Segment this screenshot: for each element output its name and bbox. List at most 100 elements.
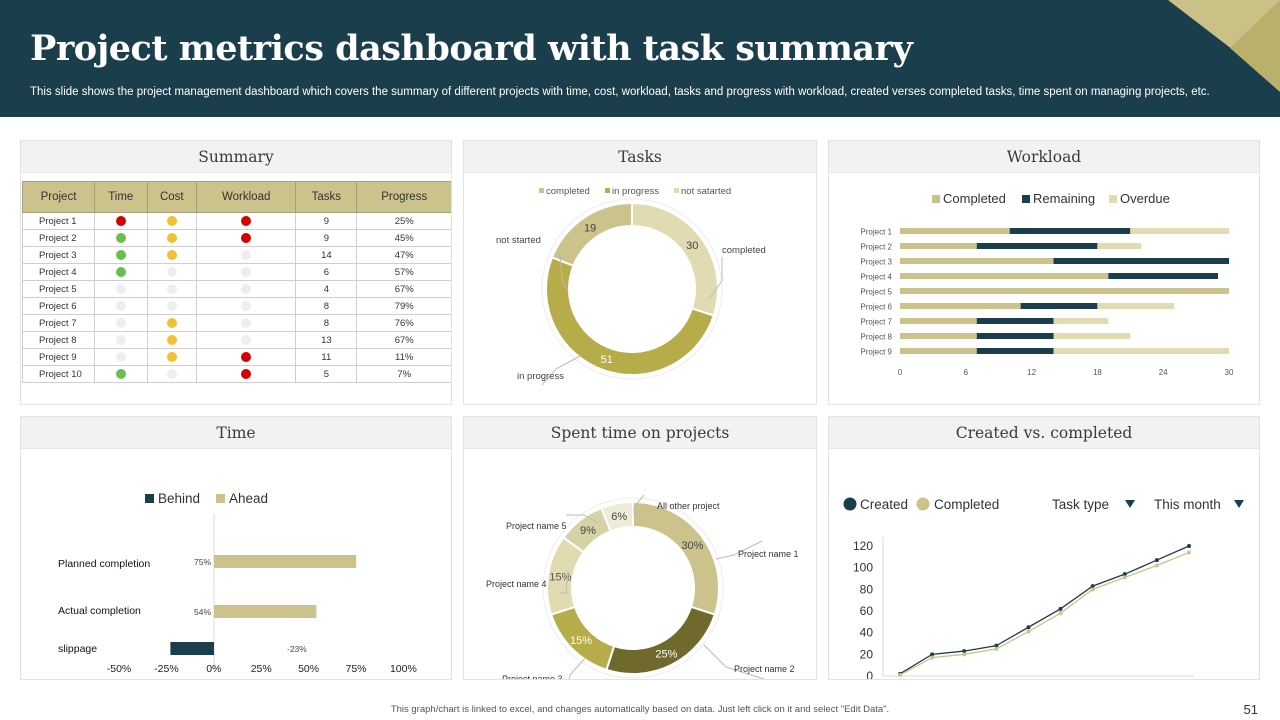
tasks-slice-completed <box>631 201 719 317</box>
time-legend-label: Behind <box>158 491 200 506</box>
created-series-point <box>1090 584 1095 589</box>
summary-panel: Summary Project Time Cost Workload Tasks Prog… <box>20 140 452 405</box>
tasks-legend-label: not satarted <box>681 186 731 197</box>
empty-status-dot-icon <box>115 351 126 362</box>
workload-status-cell <box>196 263 297 281</box>
time-status-cell <box>94 280 148 298</box>
workload-xtick-label: 18 <box>1093 368 1102 377</box>
spent-callout-label: Project name 4 <box>486 579 547 589</box>
tasks-callout-label: in progress <box>517 371 564 382</box>
created-series-point <box>1122 572 1127 577</box>
green-status-dot-icon <box>115 266 126 277</box>
spent-leader-line <box>568 656 587 679</box>
cost-status-cell <box>146 246 198 264</box>
workload-status-cell <box>196 314 297 332</box>
workload-bar-segment <box>1130 228 1229 234</box>
yellow-status-dot-icon <box>166 215 177 226</box>
time-value-label: -23% <box>287 644 307 654</box>
progress-cell: 47% <box>356 246 451 264</box>
yellow-status-dot-icon <box>166 249 177 260</box>
time-status-cell <box>94 212 148 230</box>
tasks-leader-line <box>559 252 569 292</box>
workload-bar-segment <box>1009 228 1131 234</box>
created-series-point <box>1154 563 1159 568</box>
spent-leader-line <box>566 514 599 524</box>
created-ytick-label: 0 <box>866 669 873 679</box>
workload-bar-segment <box>900 318 977 324</box>
tasks-donut-chart: completed in progress not satarted 30 51 19 co… <box>496 186 766 386</box>
tasks-legend-swatch <box>605 188 610 193</box>
tasks-cell: 13 <box>295 331 358 349</box>
yellow-status-dot-icon <box>166 351 177 362</box>
time-panel: Time Behind Ahead Planned completion 75% Act… <box>20 416 452 680</box>
workload-category-label: Project 6 <box>860 303 892 312</box>
tasks-title: Tasks <box>464 141 816 173</box>
project-name-cell: Project 6 <box>22 297 95 315</box>
tasks-callout-label: completed <box>722 245 766 256</box>
cost-status-cell <box>146 348 198 366</box>
this-month-dropdown[interactable]: This month <box>1154 497 1244 512</box>
time-xtick-label: 0% <box>206 663 221 675</box>
workload-bar-segment <box>900 273 1109 279</box>
project-name-cell: Project 2 <box>22 229 95 247</box>
spent-slice <box>632 500 720 616</box>
cost-status-cell <box>146 212 198 230</box>
project-name-cell: Project 3 <box>22 246 95 264</box>
cost-status-cell <box>146 365 198 383</box>
spent-slice <box>600 500 634 533</box>
cost-status-cell <box>146 229 198 247</box>
table-row: Project 9 11 11% <box>22 348 451 366</box>
workload-xtick-label: 12 <box>1027 368 1036 377</box>
red-status-dot-icon <box>241 215 252 226</box>
created-series-point <box>1090 587 1095 592</box>
task-type-dropdown[interactable]: Task type <box>1052 497 1135 512</box>
table-row: Project 7 8 76% <box>22 314 451 332</box>
spent-panel: Spent time on projects 30% 25% 15% 15% 9% 6% P… <box>463 416 817 680</box>
empty-status-dot-icon <box>166 283 177 294</box>
time-legend-swatch <box>145 494 154 503</box>
spent-leader-line <box>703 644 765 679</box>
created-legend-label: Completed <box>934 497 999 512</box>
tasks-legend-label: in progress <box>612 186 659 197</box>
spent-slice-value: 15% <box>570 635 592 647</box>
page-subtitle: This slide shows the project management … <box>30 86 1210 98</box>
workload-bar-segment <box>976 318 1054 324</box>
table-row: Project 5 4 67% <box>22 280 451 298</box>
spent-leader-line <box>715 540 763 560</box>
empty-status-dot-icon <box>115 300 126 311</box>
table-row: Project 4 6 57% <box>22 263 451 281</box>
tasks-cell: 9 <box>295 229 358 247</box>
cost-status-cell <box>146 263 198 281</box>
created-legend-label: Created <box>860 497 908 512</box>
workload-bar-segment <box>900 288 1229 294</box>
tasks-legend-label: completed <box>546 186 590 197</box>
created-series-point <box>930 655 935 660</box>
created-series-line <box>899 545 1190 675</box>
red-status-dot-icon <box>115 215 126 226</box>
cost-status-cell <box>146 280 198 298</box>
workload-status-cell <box>196 229 297 247</box>
spent-donut-chart: 30% 25% 15% 15% 9% 6% Project name 1 Project na… <box>486 494 799 679</box>
tasks-cell: 4 <box>295 280 358 298</box>
workload-bar-chart: Completed Remaining Overdue Project 1 Projec… <box>860 191 1234 377</box>
workload-legend-label: Overdue <box>1120 191 1170 206</box>
created-ytick-label: 80 <box>860 582 874 596</box>
workload-bar-segment <box>1097 303 1175 309</box>
workload-bar-segment <box>900 228 1010 234</box>
yellow-status-dot-icon <box>166 317 177 328</box>
time-xtick-label: -25% <box>154 663 179 675</box>
summary-col-workload: Workload <box>196 181 297 213</box>
workload-category-label: Project 2 <box>860 243 892 252</box>
workload-status-cell <box>196 280 297 298</box>
green-status-dot-icon <box>115 232 126 243</box>
summary-col-tasks: Tasks <box>295 181 358 213</box>
workload-panel: Workload Completed Remaining Overdue Projec… <box>828 140 1260 405</box>
created-series-point <box>1154 558 1159 563</box>
empty-status-dot-icon <box>241 249 252 260</box>
empty-status-dot-icon <box>166 300 177 311</box>
table-row: Project 8 13 67% <box>22 331 451 349</box>
table-row: Project 10 5 7% <box>22 365 451 383</box>
created-series-point <box>1058 611 1063 616</box>
project-name-cell: Project 9 <box>22 348 95 366</box>
tasks-cell: 6 <box>295 263 358 281</box>
